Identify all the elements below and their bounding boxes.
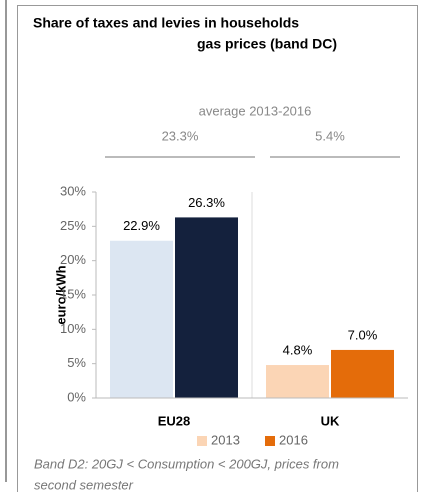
annotation-value: 5.4% [315, 128, 345, 143]
chart-title: gas prices (band DC) [197, 36, 337, 52]
legend-label: 2016 [279, 432, 308, 447]
bar [266, 365, 329, 398]
y-tick-label: 0% [67, 389, 86, 404]
bar [175, 217, 238, 398]
data-label: 4.8% [283, 342, 313, 357]
x-tick-label: UK [321, 413, 340, 428]
bar [110, 240, 173, 398]
legend-swatch [197, 436, 207, 446]
legend-label: 2013 [211, 432, 240, 447]
y-tick-label: 20% [60, 252, 86, 267]
x-tick-label: EU28 [158, 413, 191, 428]
data-label: 7.0% [348, 327, 378, 342]
footnote: second semester [34, 477, 134, 492]
legend-swatch [265, 436, 275, 446]
bar [331, 349, 394, 398]
y-tick-label: 5% [67, 355, 86, 370]
data-label: 26.3% [188, 195, 225, 210]
y-tick-label: 15% [60, 286, 86, 301]
y-tick-label: 10% [60, 321, 86, 336]
annotation-label: average 2013-2016 [199, 103, 312, 118]
annotation-value: 23.3% [162, 128, 199, 143]
chart-title: Share of taxes and levies in households [33, 15, 299, 31]
y-tick-label: 25% [60, 218, 86, 233]
data-label: 22.9% [123, 218, 160, 233]
footnote: Band D2: 20GJ < Consumption < 200GJ, pri… [34, 456, 339, 471]
y-tick-label: 30% [60, 183, 86, 198]
frame [17, 5, 418, 492]
y-axis-label: euro/kWh [53, 265, 68, 324]
